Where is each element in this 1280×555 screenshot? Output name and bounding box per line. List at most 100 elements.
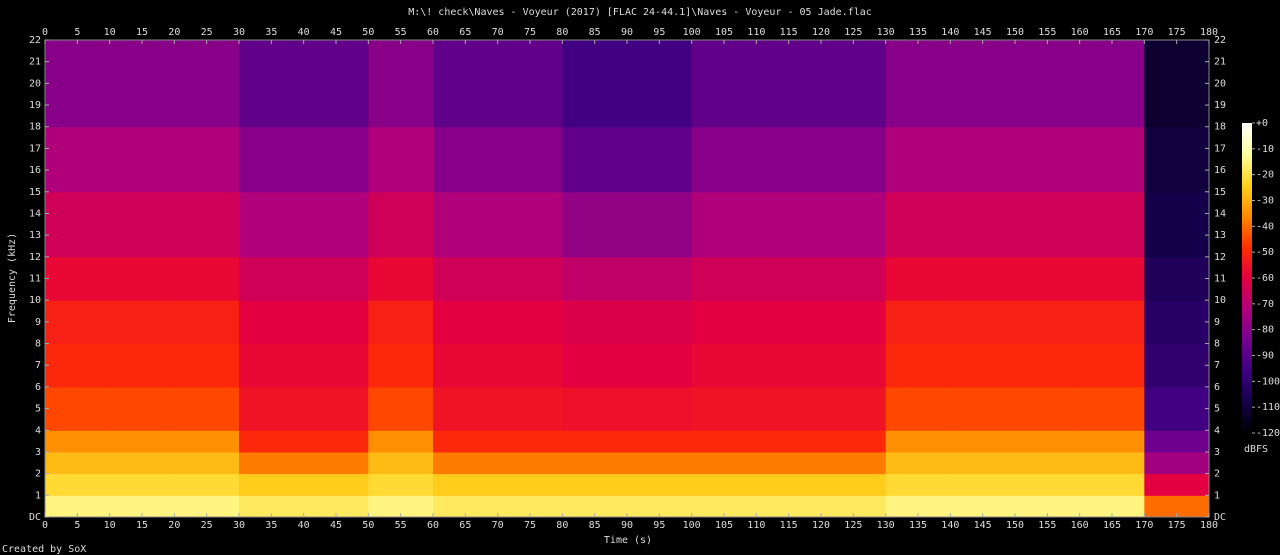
x-tick-label: 160 xyxy=(1071,520,1089,531)
heatmap-cell xyxy=(756,451,822,475)
heatmap-cell xyxy=(1144,300,1210,345)
heatmap-cell xyxy=(885,451,951,475)
heatmap-cell xyxy=(950,386,1016,431)
heatmap-cell xyxy=(433,300,499,345)
heatmap-cell xyxy=(433,451,499,475)
heatmap-cell xyxy=(1144,191,1210,258)
x-tick-label: 115 xyxy=(780,520,798,531)
x-tick-label: 85 xyxy=(589,520,601,531)
x-tick-label: 10 xyxy=(104,520,116,531)
heatmap-cell xyxy=(433,256,499,301)
heatmap-cell xyxy=(433,191,499,258)
heatmap-cell xyxy=(497,300,563,345)
heatmap-cell xyxy=(433,126,499,193)
x-tick-label-top: 180 xyxy=(1200,27,1218,38)
heatmap-cell xyxy=(239,191,305,258)
x-axis-label: Time (s) xyxy=(604,535,652,546)
heatmap-cell xyxy=(1144,495,1210,518)
colorbar-tick-label: -60 xyxy=(1256,273,1274,284)
x-tick-label-top: 110 xyxy=(747,27,765,38)
y-tick-label-right: 13 xyxy=(1214,230,1226,241)
heatmap-cell xyxy=(109,343,175,388)
colorbar-tick-label: -120 xyxy=(1256,428,1280,439)
heatmap-cell xyxy=(239,473,305,496)
x-tick-label-top: 5 xyxy=(74,27,80,38)
heatmap-cell xyxy=(950,451,1016,475)
heatmap-cell xyxy=(885,430,951,453)
heatmap-cell xyxy=(45,451,111,475)
heatmap-cell xyxy=(885,343,951,388)
heatmap-cell xyxy=(627,191,693,258)
heatmap-cell xyxy=(109,430,175,453)
heatmap-cell xyxy=(1079,300,1145,345)
heatmap-cell xyxy=(1144,451,1210,475)
heatmap-cell xyxy=(562,300,628,345)
x-tick-label-top: 130 xyxy=(877,27,895,38)
heatmap-cell xyxy=(109,126,175,193)
heatmap-cell xyxy=(109,40,175,128)
y-tick-label-right: 5 xyxy=(1214,404,1220,415)
y-tick-label-right: 2 xyxy=(1214,469,1220,480)
heatmap-cell xyxy=(368,451,434,475)
x-tick-label: 100 xyxy=(683,520,701,531)
x-tick-label: 80 xyxy=(556,520,568,531)
y-tick-label-right: 12 xyxy=(1214,252,1226,263)
y-tick-label-right: 16 xyxy=(1214,165,1226,176)
heatmap-cell xyxy=(821,256,887,301)
heatmap-cell xyxy=(885,191,951,258)
heatmap-cell xyxy=(45,343,111,388)
y-tick-label: 3 xyxy=(35,447,41,458)
heatmap-cell xyxy=(174,191,240,258)
x-tick-label: 90 xyxy=(621,520,633,531)
x-tick-label: 165 xyxy=(1103,520,1121,531)
y-tick-label: 16 xyxy=(29,165,41,176)
y-tick-label: 11 xyxy=(29,274,41,285)
heatmap-cell xyxy=(368,495,434,518)
y-tick-label: 6 xyxy=(35,382,41,393)
x-tick-label-top: 90 xyxy=(621,27,633,38)
heatmap-cell xyxy=(109,495,175,518)
heatmap-cell xyxy=(885,300,951,345)
heatmap-cell xyxy=(497,473,563,496)
x-tick-label-top: 135 xyxy=(909,27,927,38)
heatmap-cell xyxy=(1144,473,1210,496)
colorbar-tick-label: -40 xyxy=(1256,221,1274,232)
heatmap-cell xyxy=(885,40,951,128)
heatmap-cell xyxy=(627,40,693,128)
heatmap-cell xyxy=(1144,40,1210,128)
heatmap-cell xyxy=(433,343,499,388)
heatmap-cell xyxy=(1079,191,1145,258)
x-tick-label: 65 xyxy=(459,520,471,531)
colorbar-tick-label: -10 xyxy=(1256,144,1274,155)
y-tick-label-right: 19 xyxy=(1214,100,1226,111)
x-tick-label: 5 xyxy=(74,520,80,531)
heatmap-cell xyxy=(627,343,693,388)
y-tick-label-right: 10 xyxy=(1214,295,1226,306)
heatmap-cell xyxy=(109,256,175,301)
heatmap-cell xyxy=(562,473,628,496)
heatmap-cell xyxy=(239,256,305,301)
x-tick-label-top: 55 xyxy=(395,27,407,38)
colorbar-tick-label: -80 xyxy=(1256,325,1274,336)
heatmap-cell xyxy=(239,343,305,388)
x-tick-label: 105 xyxy=(715,520,733,531)
heatmap-cell xyxy=(239,40,305,128)
x-tick-label-top: 170 xyxy=(1135,27,1153,38)
x-tick-label-top: 80 xyxy=(556,27,568,38)
heatmap-cell xyxy=(885,473,951,496)
heatmap-cell xyxy=(1079,495,1145,518)
heatmap-cell xyxy=(562,495,628,518)
heatmap-cell xyxy=(627,126,693,193)
heatmap-cell xyxy=(691,495,757,518)
heatmap-cell xyxy=(821,126,887,193)
x-tick-label-top: 120 xyxy=(812,27,830,38)
x-tick-label: 135 xyxy=(909,520,927,531)
heatmap-cell xyxy=(239,495,305,518)
heatmap-cell xyxy=(562,451,628,475)
y-tick-label: DC xyxy=(29,512,41,523)
x-tick-label: 60 xyxy=(427,520,439,531)
heatmap-cell xyxy=(368,40,434,128)
heatmap-cell xyxy=(950,191,1016,258)
heatmap-cell xyxy=(691,300,757,345)
heatmap-cell xyxy=(821,40,887,128)
